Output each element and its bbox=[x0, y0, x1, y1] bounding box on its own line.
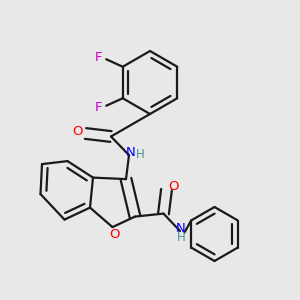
Text: F: F bbox=[95, 101, 103, 114]
Text: H: H bbox=[177, 231, 186, 244]
Text: N: N bbox=[126, 146, 135, 159]
Text: H: H bbox=[136, 148, 145, 161]
Text: O: O bbox=[168, 180, 178, 193]
Text: N: N bbox=[176, 221, 186, 235]
Text: F: F bbox=[95, 51, 103, 64]
Text: O: O bbox=[73, 125, 83, 139]
Text: O: O bbox=[109, 228, 119, 241]
